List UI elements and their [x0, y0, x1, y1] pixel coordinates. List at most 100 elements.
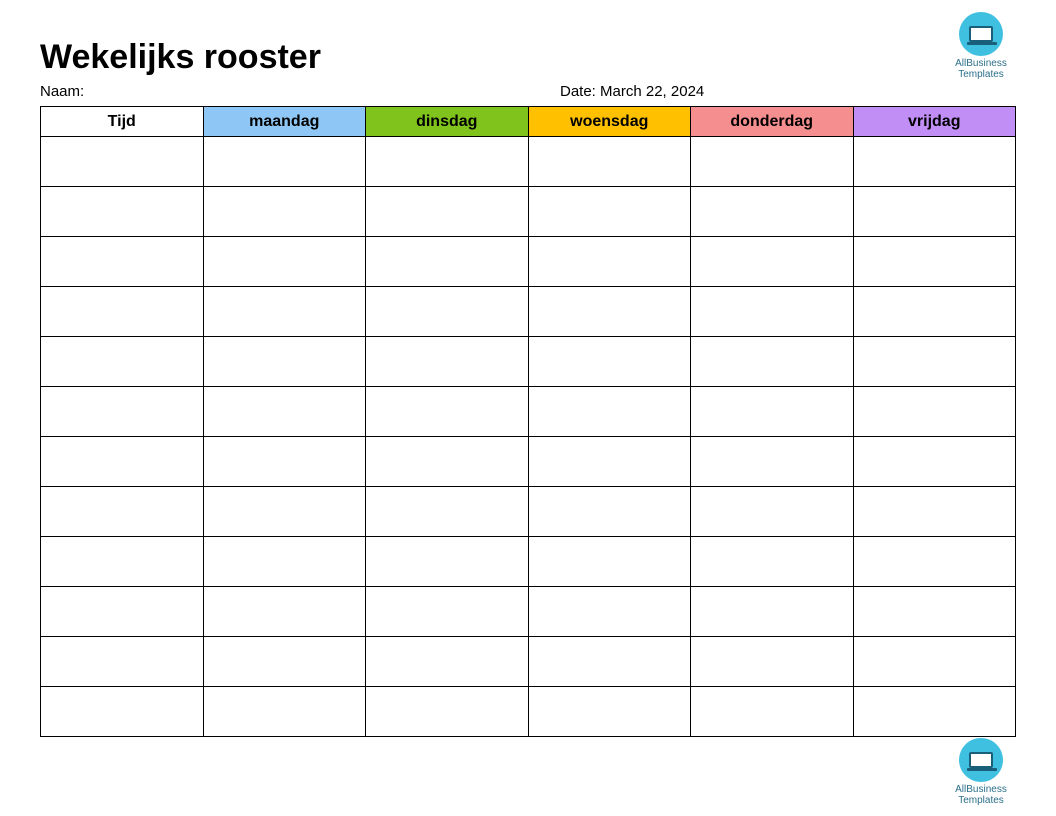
- table-cell: [528, 187, 691, 237]
- table-cell: [528, 637, 691, 687]
- table-cell: [41, 637, 204, 687]
- table-cell: [203, 187, 366, 237]
- table-cell: [366, 637, 529, 687]
- table-cell: [366, 437, 529, 487]
- table-cell: [691, 487, 854, 537]
- table-cell: [853, 637, 1016, 687]
- table-row: [41, 337, 1016, 387]
- table-cell: [203, 537, 366, 587]
- table-cell: [41, 587, 204, 637]
- table-cell: [41, 187, 204, 237]
- brand-logo-icon: [959, 738, 1003, 782]
- table-cell: [203, 687, 366, 737]
- table-cell: [853, 187, 1016, 237]
- table-row: [41, 387, 1016, 437]
- col-header-4: donderdag: [691, 107, 854, 137]
- table-cell: [41, 287, 204, 337]
- brand-line1: AllBusiness: [955, 784, 1007, 795]
- col-header-0: Tijd: [41, 107, 204, 137]
- table-cell: [853, 137, 1016, 187]
- date-value: March 22, 2024: [600, 83, 704, 100]
- brand-line1: AllBusiness: [955, 58, 1007, 69]
- table-cell: [528, 387, 691, 437]
- table-cell: [366, 687, 529, 737]
- table-cell: [691, 337, 854, 387]
- table-cell: [366, 287, 529, 337]
- table-cell: [528, 237, 691, 287]
- table-header-row: Tijdmaandagdinsdagwoensdagdonderdagvrijd…: [41, 107, 1016, 137]
- date-field: Date: March 22, 2024: [560, 83, 704, 100]
- table-cell: [691, 637, 854, 687]
- col-header-1: maandag: [203, 107, 366, 137]
- table-row: [41, 587, 1016, 637]
- table-cell: [41, 537, 204, 587]
- table-cell: [203, 437, 366, 487]
- table-cell: [366, 387, 529, 437]
- table-cell: [366, 587, 529, 637]
- table-cell: [691, 437, 854, 487]
- table-cell: [366, 487, 529, 537]
- page: AllBusiness Templates Wekelijks rooster …: [0, 0, 1056, 757]
- table-row: [41, 487, 1016, 537]
- table-cell: [853, 337, 1016, 387]
- brand-line2: Templates: [958, 69, 1004, 80]
- table-cell: [203, 337, 366, 387]
- table-cell: [528, 587, 691, 637]
- laptop-icon: [969, 752, 993, 768]
- table-cell: [853, 687, 1016, 737]
- page-title: Wekelijks rooster: [40, 38, 1016, 77]
- table-cell: [691, 587, 854, 637]
- table-cell: [366, 187, 529, 237]
- table-cell: [691, 687, 854, 737]
- table-row: [41, 687, 1016, 737]
- table-cell: [691, 137, 854, 187]
- schedule-table: Tijdmaandagdinsdagwoensdagdonderdagvrijd…: [40, 106, 1016, 737]
- brand-logo-top: AllBusiness Templates: [946, 12, 1016, 80]
- table-cell: [203, 137, 366, 187]
- table-cell: [853, 437, 1016, 487]
- col-header-2: dinsdag: [366, 107, 529, 137]
- name-label: Naam:: [40, 83, 560, 100]
- table-cell: [528, 687, 691, 737]
- date-label: Date:: [560, 83, 596, 100]
- table-cell: [528, 137, 691, 187]
- table-row: [41, 537, 1016, 587]
- brand-logo-text: AllBusiness Templates: [955, 784, 1007, 806]
- table-row: [41, 287, 1016, 337]
- table-row: [41, 137, 1016, 187]
- table-cell: [528, 487, 691, 537]
- table-cell: [691, 537, 854, 587]
- table-cell: [853, 587, 1016, 637]
- table-cell: [203, 287, 366, 337]
- table-header: Tijdmaandagdinsdagwoensdagdonderdagvrijd…: [41, 107, 1016, 137]
- table-cell: [853, 237, 1016, 287]
- laptop-icon: [969, 26, 993, 42]
- table-cell: [528, 287, 691, 337]
- table-cell: [41, 137, 204, 187]
- table-cell: [41, 337, 204, 387]
- brand-line2: Templates: [958, 795, 1004, 806]
- table-cell: [528, 437, 691, 487]
- brand-logo-icon: [959, 12, 1003, 56]
- meta-row: Naam: Date: March 22, 2024: [40, 83, 1016, 100]
- table-cell: [203, 587, 366, 637]
- table-cell: [528, 337, 691, 387]
- table-cell: [528, 537, 691, 587]
- table-cell: [41, 437, 204, 487]
- col-header-5: vrijdag: [853, 107, 1016, 137]
- brand-logo-text: AllBusiness Templates: [955, 58, 1007, 80]
- table-cell: [203, 487, 366, 537]
- table-cell: [203, 637, 366, 687]
- table-cell: [41, 237, 204, 287]
- table-row: [41, 437, 1016, 487]
- table-row: [41, 637, 1016, 687]
- table-cell: [366, 137, 529, 187]
- table-cell: [691, 387, 854, 437]
- col-header-3: woensdag: [528, 107, 691, 137]
- table-cell: [203, 237, 366, 287]
- table-body: [41, 137, 1016, 737]
- brand-logo-bottom: AllBusiness Templates: [946, 738, 1016, 806]
- table-cell: [853, 287, 1016, 337]
- table-cell: [41, 687, 204, 737]
- table-cell: [853, 487, 1016, 537]
